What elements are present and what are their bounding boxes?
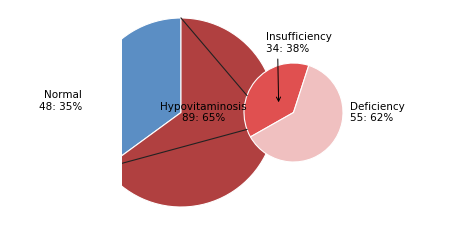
Text: Normal
48: 35%: Normal 48: 35% [39,90,82,112]
Text: Hypovitaminosis
89: 65%: Hypovitaminosis 89: 65% [160,102,247,123]
Wedge shape [86,18,181,168]
Text: Insufficiency
34: 38%: Insufficiency 34: 38% [266,32,332,54]
Wedge shape [244,63,309,137]
Text: Deficiency
55: 62%: Deficiency 55: 62% [350,102,405,123]
Wedge shape [251,65,343,162]
Wedge shape [105,18,275,207]
